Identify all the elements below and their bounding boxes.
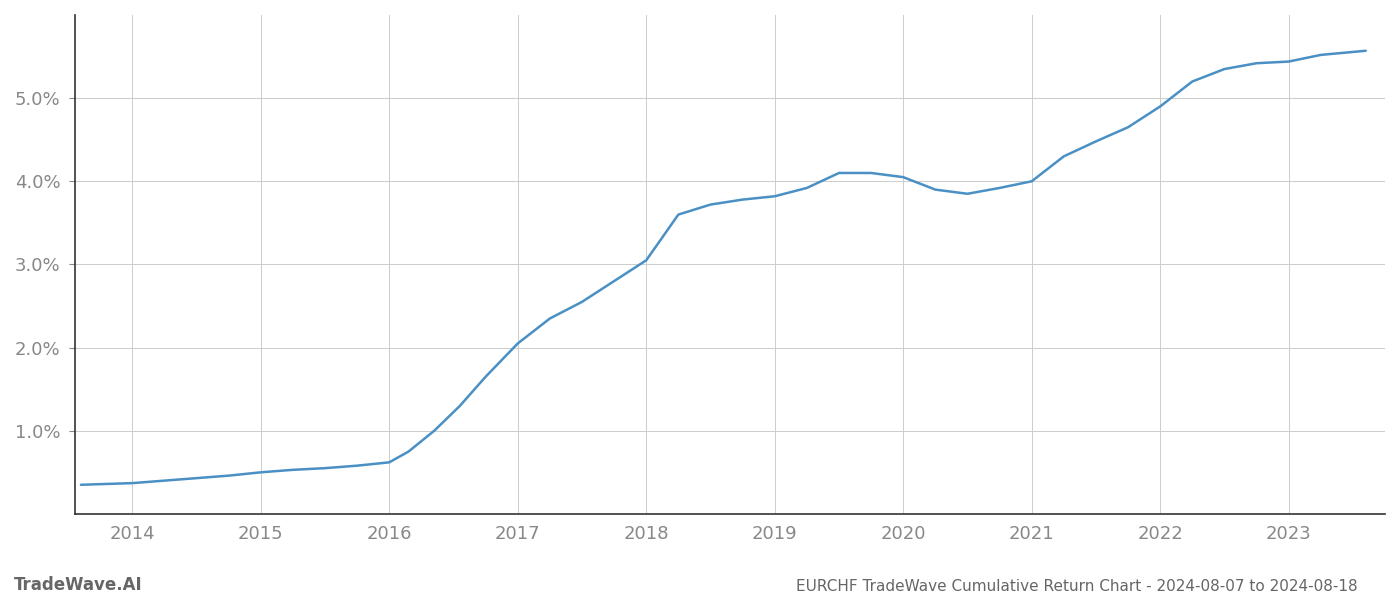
- Text: EURCHF TradeWave Cumulative Return Chart - 2024-08-07 to 2024-08-18: EURCHF TradeWave Cumulative Return Chart…: [797, 579, 1358, 594]
- Text: TradeWave.AI: TradeWave.AI: [14, 576, 143, 594]
